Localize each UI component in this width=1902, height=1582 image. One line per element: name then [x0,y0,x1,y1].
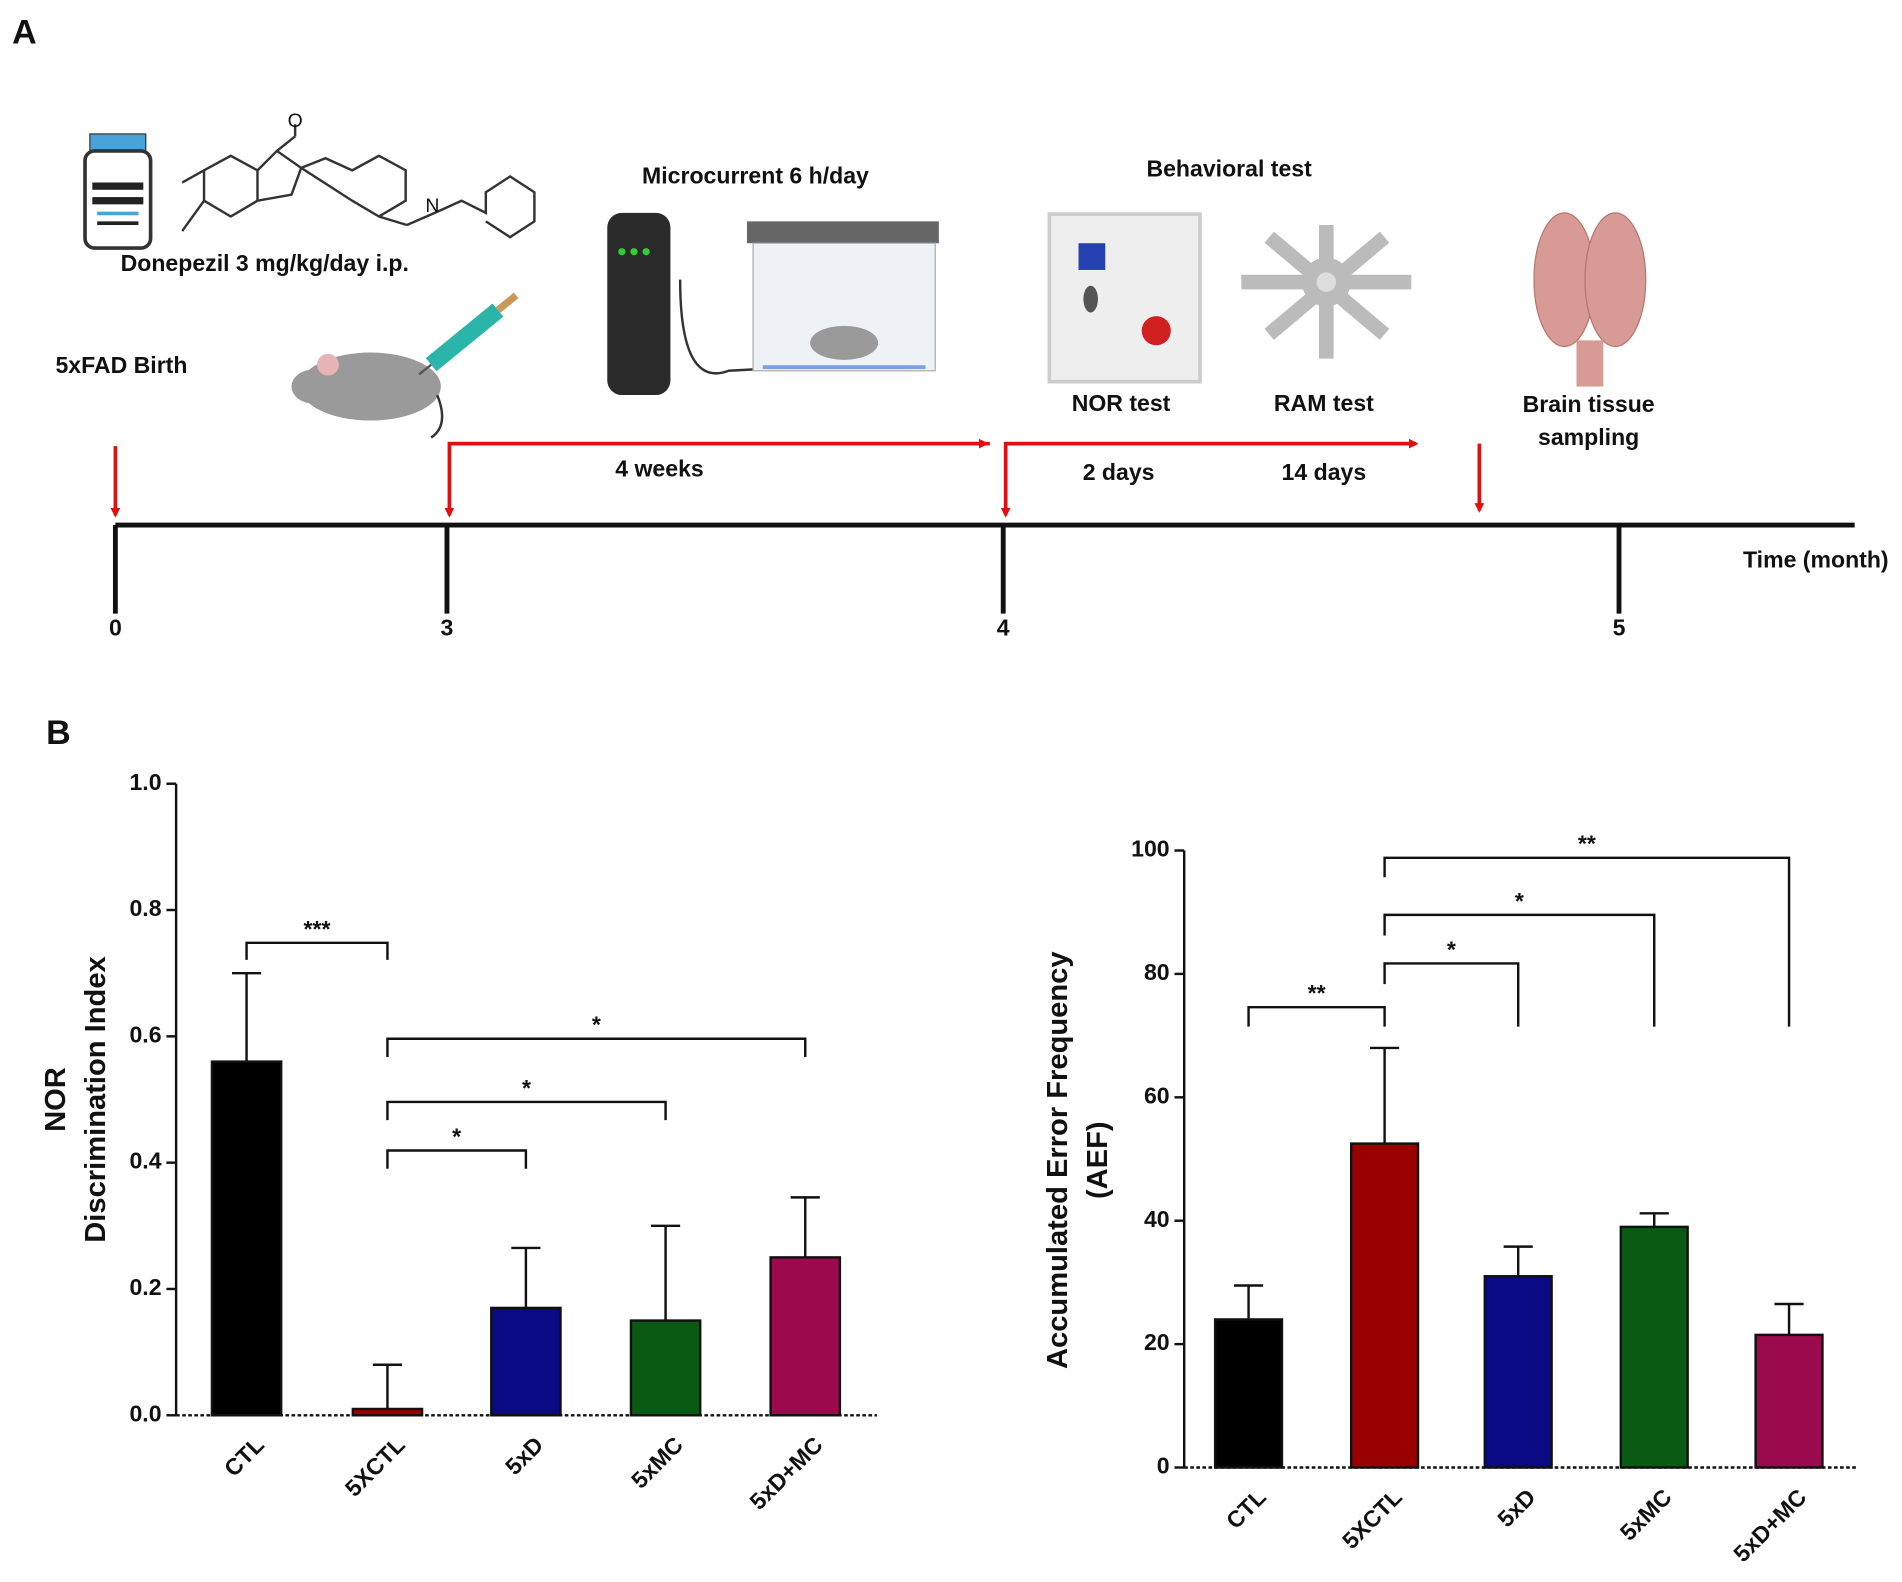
significance-bracket [1383,856,1791,1027]
bar [1754,1333,1824,1469]
significance-label: * [522,1075,531,1101]
bar [629,1319,702,1417]
significance-bracket [1383,913,1656,1027]
y-tick-label: 0.8 [129,895,161,921]
x-tick-label: 5xD+MC [1728,1483,1811,1566]
y-tick-label: 0 [1157,1453,1170,1479]
y-tick-label: 40 [1144,1206,1170,1232]
y-axis-label: (AEF) [1082,1121,1114,1199]
molecule-icon [181,124,536,239]
bar [490,1306,562,1417]
bar [351,1407,424,1417]
bar [1619,1225,1689,1469]
bar [1213,1318,1284,1469]
timeline-tick-label: 5 [1613,615,1626,641]
brain-icon [1533,212,1647,387]
event-label: Donepezil 3 mg/kg/day i.p. [121,250,409,276]
x-tick-label: 5xD [1492,1484,1540,1532]
x-tick-label: 5xD+MC [744,1431,827,1514]
event-label: Behavioral test [1146,155,1312,181]
y-axis-label: Discrimination Index [80,956,112,1242]
ram-maze-icon [1241,225,1412,359]
y-tick-label: 80 [1144,959,1170,985]
timeline-tick-label: 4 [997,615,1010,641]
bar [769,1256,842,1417]
significance-bracket [1247,1005,1386,1027]
event-label: NOR test [1072,390,1171,416]
bar [1349,1142,1420,1469]
period-label: 14 days [1282,459,1367,485]
atom-label: O [288,110,303,132]
event-label: Brain tissue [1523,391,1655,417]
timeline-axis-label: Time (month) [1743,547,1889,573]
y-tick-label: 0.6 [129,1021,161,1047]
x-tick-label: 5xMC [626,1431,688,1493]
significance-bracket [1383,962,1520,1027]
x-tick-label: 5XCTL [340,1431,410,1501]
nor-box-icon [1047,212,1202,384]
timeline-tick-label: 3 [441,615,454,641]
bar [1483,1275,1553,1469]
significance-label: ** [1578,831,1596,857]
significance-bracket [245,941,389,960]
significance-label: ** [1308,980,1326,1006]
timeline-arrows [110,438,1485,518]
significance-label: * [1515,888,1524,914]
significance-label: * [1447,936,1456,962]
mouse-icon [291,352,444,439]
x-tick-label: 5xD [500,1431,548,1479]
x-tick-label: CTL [219,1431,269,1481]
atom-label: N [425,195,439,217]
y-tick-label: 0.4 [129,1148,161,1174]
y-tick-label: 100 [1131,836,1169,862]
x-tick-label: 5XCTL [1337,1484,1407,1554]
significance-label: * [452,1123,461,1149]
y-tick-label: 1.0 [129,769,161,795]
significance-label: * [592,1012,601,1038]
timeline-tick-label: 0 [109,615,122,641]
y-axis-label: NOR [40,1067,72,1132]
event-label: Microcurrent 6 h/day [642,163,869,189]
x-tick-label: 5xMC [1615,1483,1677,1545]
event-label: 5xFAD Birth [55,352,187,378]
y-tick-label: 20 [1144,1329,1170,1355]
y-tick-label: 60 [1144,1082,1170,1108]
significance-label: *** [304,916,331,942]
significance-bracket [386,1037,807,1057]
significance-bracket [386,1149,528,1169]
y-axis-label: Accumulated Error Frequency [1042,951,1074,1369]
period-label: 4 weeks [615,455,703,481]
x-tick-label: CTL [1221,1484,1271,1534]
panel-label: B [46,714,71,752]
panel-label: A [12,13,37,51]
significance-bracket [386,1100,667,1121]
device-icon [607,212,939,396]
bar [210,1060,283,1417]
event-label: RAM test [1274,390,1374,416]
y-tick-label: 0.0 [129,1400,161,1426]
event-label: sampling [1538,424,1639,450]
y-tick-label: 0.2 [129,1274,161,1300]
vial-icon [83,133,153,250]
syringe-icon [418,292,519,376]
period-label: 2 days [1083,459,1155,485]
